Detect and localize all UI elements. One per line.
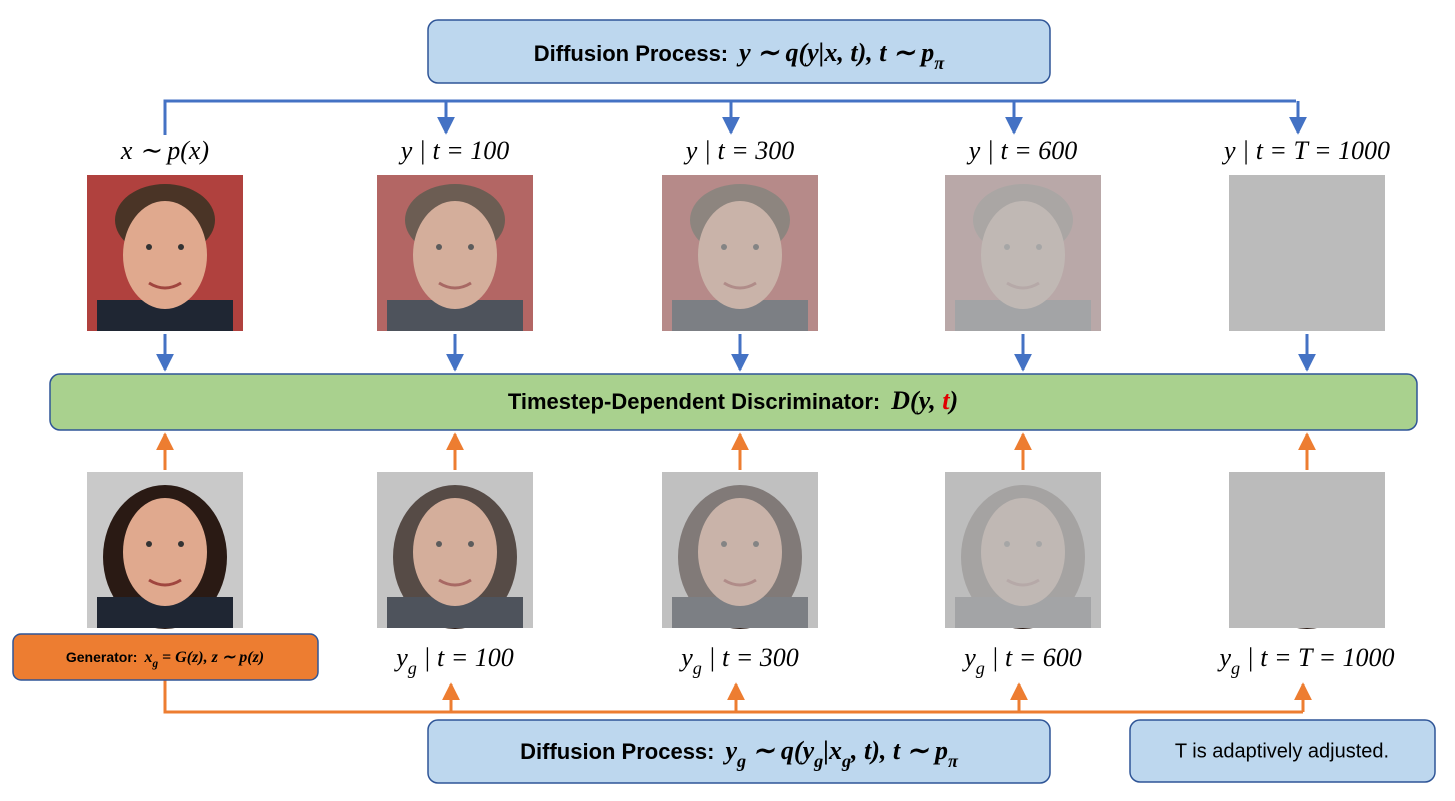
real-face-image [377,175,533,331]
formula-part: g [1231,658,1240,678]
formula-part: g [976,658,985,678]
formula-part: | t = 600 [985,643,1082,672]
formula-part: , t), t ∼ p [850,736,948,765]
formula-part: g [813,751,823,771]
real-label: y | t = T = 1000 [1221,136,1390,165]
formula-part: | t = T = 1000 [1240,643,1394,672]
generator-text: Generator: xg = G(z), z ∼ p(z) [66,649,264,670]
formula-part: g [408,658,417,678]
formula-part: y [723,736,738,765]
eye [146,541,152,547]
eye [146,244,152,250]
formula-part: g [841,751,851,771]
mouth [148,281,182,290]
formula-part: t [942,386,950,415]
noise [945,472,1101,628]
discriminator-box [49,373,1418,431]
generated-face-image [945,472,1101,629]
top-process-box [427,19,1051,84]
generated-label: yg | t = T = 1000 [1216,643,1394,678]
formula-part: π [934,53,945,73]
real-label: y | t = 100 [398,136,509,165]
note-box [1129,719,1436,783]
real-label: y | t = 600 [966,136,1077,165]
real-face-image [945,175,1101,331]
top-process-text: Diffusion Process: y ∼ q(y|x, t), t ∼ pπ [534,38,946,73]
formula-part: D(y, [890,386,942,415]
noise [1229,175,1385,331]
formula-part: g [736,751,746,771]
face [123,498,207,606]
connectors [163,99,1303,714]
noise [377,175,533,331]
noise [945,175,1101,331]
bottom-process-box [427,719,1051,784]
formula-part: | t = 300 [702,643,799,672]
spacer [137,650,144,665]
noise [377,472,533,628]
formula-part: y | t = 600 [966,136,1077,165]
formula-part: π [948,751,959,771]
formula-part: y [678,643,693,672]
formula-part: x [143,649,152,666]
generated-face-image [662,472,818,629]
formula-part: y | t = T = 1000 [1221,136,1390,165]
note-text: T is adaptively adjusted. [1175,740,1389,762]
formula-part: y | t = 100 [398,136,509,165]
real-label: y | t = 300 [683,136,794,165]
blue-bus [163,99,1296,135]
noise [1229,472,1385,628]
formula-part: ) [948,386,959,415]
label: Diffusion Process: [534,41,728,66]
generated-face-image [87,472,243,629]
eye [178,244,184,250]
real-face-image [87,175,243,331]
face [123,201,207,309]
orange-bus [163,680,1303,714]
spacer [728,40,739,65]
formula-part: y [961,643,976,672]
spacer [715,738,726,763]
formula-part: y [1216,643,1231,672]
generator-box [12,633,319,681]
formula-part: = G(z), z ∼ p(z) [158,649,264,666]
bottom-process-text: Diffusion Process: yg ∼ q(yg|xg, t), t ∼… [520,736,959,771]
discriminator-text: Timestep-Dependent Discriminator: D(y, t… [508,386,958,415]
formula-part: y | t = 300 [683,136,794,165]
formula-part: |x [823,736,842,765]
label: Generator: [66,649,138,665]
mouth [148,578,182,587]
generated-face-image [377,472,533,629]
noise [662,472,818,628]
noise [662,175,818,331]
spacer [880,388,891,413]
real-label: x ∼ p(x) [120,136,209,165]
formula-part: y [393,643,408,672]
formula-part: y ∼ q(y|x, t), t ∼ p [736,38,934,67]
real-face-image [662,175,818,331]
eye [178,541,184,547]
formula-part: ∼ q(y [746,736,814,765]
generated-label: yg | t = 300 [678,643,799,678]
generated-label: yg | t = 100 [393,643,514,678]
formula-part: g [151,658,158,670]
formula-part: x ∼ p(x) [120,136,209,165]
formula-part: g [693,658,702,678]
real-face-image [1229,175,1385,331]
label: Timestep-Dependent Discriminator: [508,389,880,414]
generated-label: yg | t = 600 [961,643,1082,678]
label: Diffusion Process: [520,739,714,764]
formula-part: | t = 100 [417,643,514,672]
generated-face-image [1229,472,1385,629]
